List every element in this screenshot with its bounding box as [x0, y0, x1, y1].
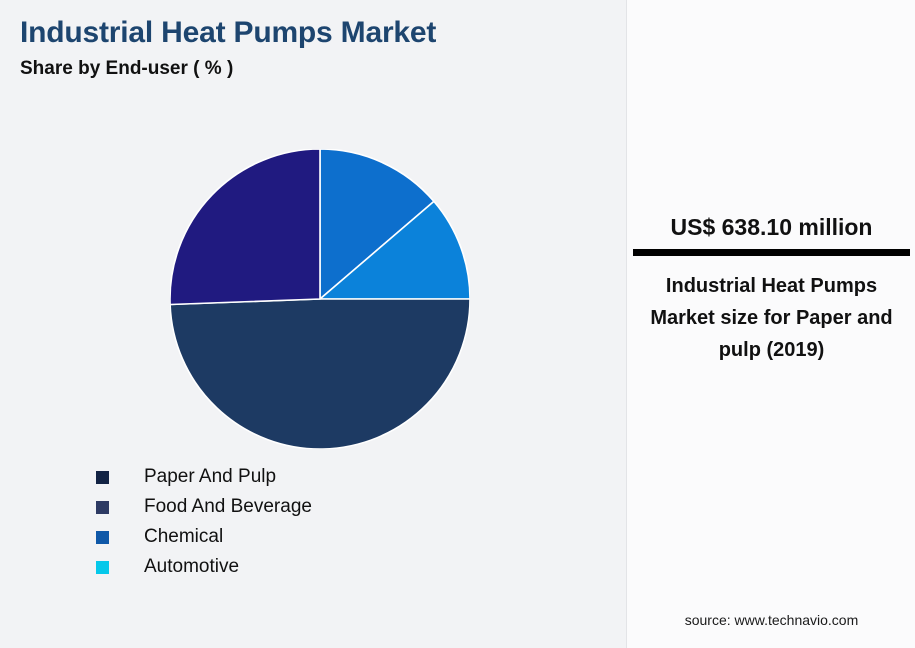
callout-description: Industrial Heat Pumps Market size for Pa…: [650, 275, 893, 361]
legend-item-label: Paper And Pulp: [144, 466, 277, 487]
pie-chart: [170, 149, 470, 449]
pie-slice[interactable]: [170, 149, 321, 306]
chart-legend: Paper And Pulp Food And Beverage Chemica…: [96, 462, 526, 582]
legend-item-label: Food And Beverage: [144, 496, 312, 517]
chart-panel: Industrial Heat Pumps Market Share by En…: [0, 0, 626, 648]
pie-slice[interactable]: [170, 298, 470, 449]
pie-slice-group: [170, 149, 470, 449]
callout-value: US$ 638.10 million: [670, 214, 873, 240]
pie-slice[interactable]: [317, 200, 470, 300]
legend-swatch-icon: [96, 560, 109, 574]
legend-swatch-icon: [96, 470, 109, 484]
callout-panel: US$ 638.10 million Industrial Heat Pumps…: [626, 0, 915, 648]
pie-slice[interactable]: [319, 149, 436, 301]
legend-item-food-and-beverage[interactable]: Food And Beverage: [96, 492, 526, 522]
callout-divider: [633, 249, 910, 256]
title-block: Industrial Heat Pumps Market Share by En…: [20, 12, 610, 82]
legend-item-label: Chemical: [144, 526, 224, 547]
callout-block: US$ 638.10 million Industrial Heat Pumps…: [633, 212, 910, 366]
source-note: source: www.technavio.com: [684, 612, 859, 628]
legend-item-paper-and-pulp[interactable]: Paper And Pulp: [96, 462, 526, 492]
chart-subtitle: Share by End-user ( % ): [20, 58, 234, 79]
legend-item-chemical[interactable]: Chemical: [96, 522, 526, 552]
legend-item-label: Automotive: [144, 556, 240, 577]
pie-chart-svg: [170, 149, 470, 449]
legend-item-automotive[interactable]: Automotive: [96, 552, 526, 582]
legend-swatch-icon: [96, 500, 109, 514]
legend-swatch-icon: [96, 530, 109, 544]
page-title: Industrial Heat Pumps Market: [20, 16, 437, 49]
